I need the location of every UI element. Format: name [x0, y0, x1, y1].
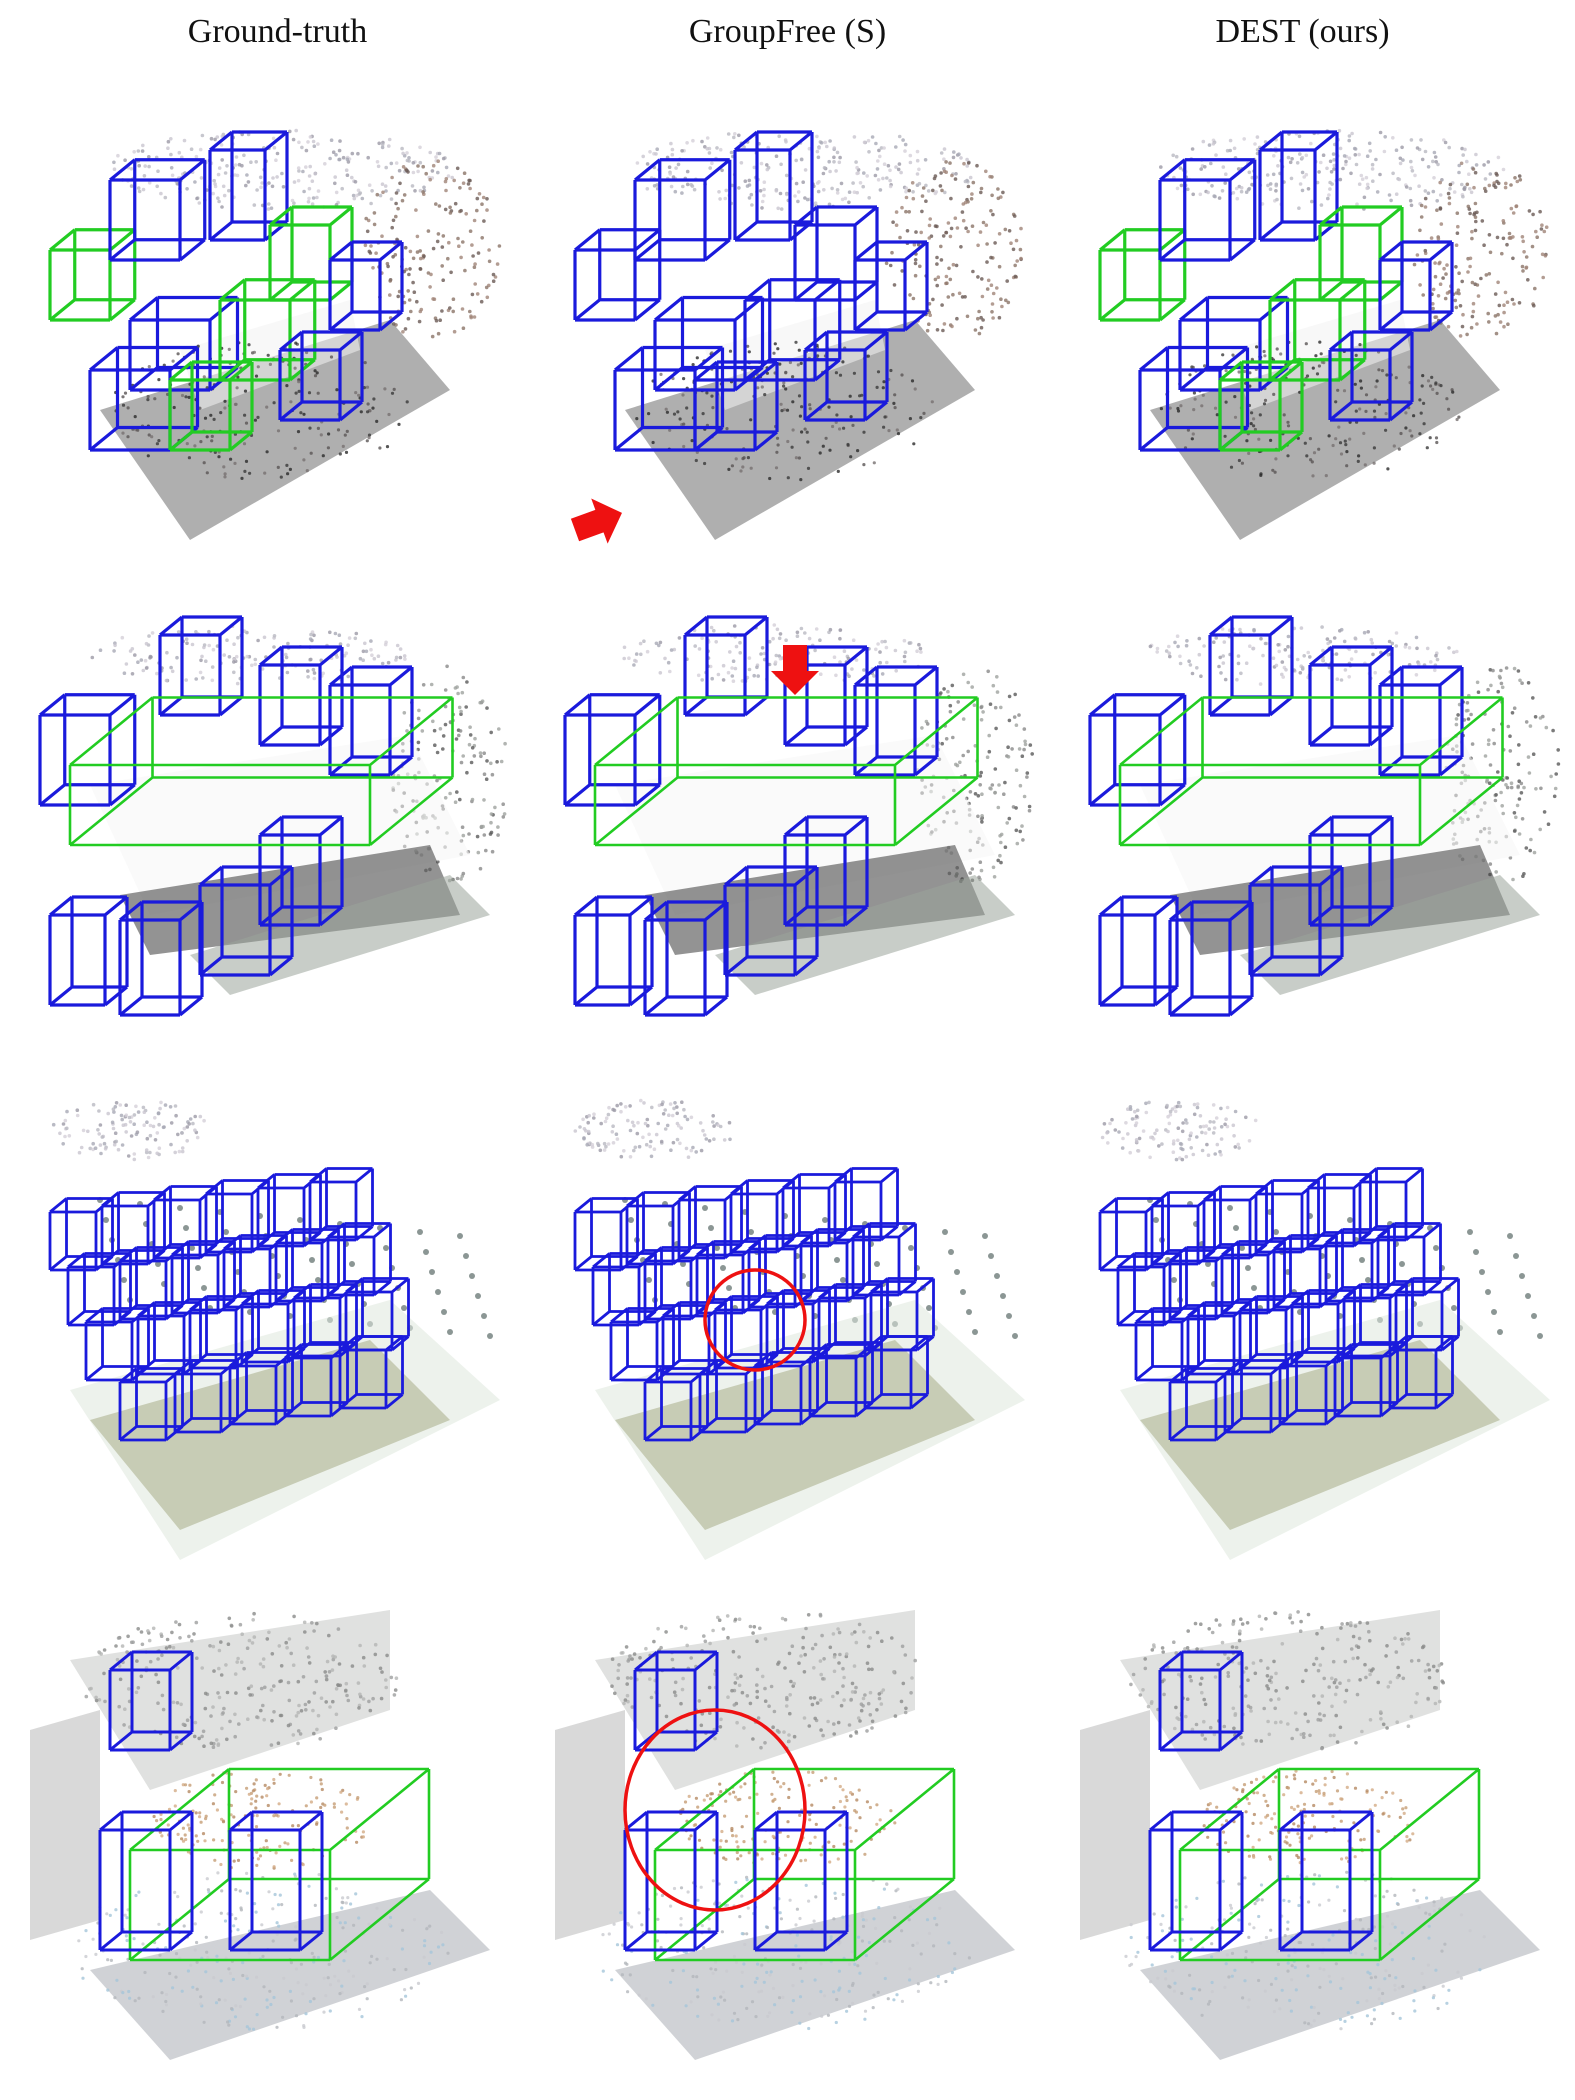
panel-classroom-chair-grid-0 [48, 1100, 500, 1560]
panel-room-with-table-and-chairs-1 [570, 130, 1023, 544]
highlight-arrow-icon [570, 498, 622, 544]
panel-conference-table-2 [1088, 615, 1561, 1017]
panel-conference-table-0 [38, 615, 507, 1017]
header-groupfree: GroupFree (S) [688, 13, 887, 50]
panel-classroom-chair-grid-2 [1098, 1100, 1550, 1560]
panel-table-with-chairs-1 [555, 1610, 1015, 2060]
panel-conference-table-1 [563, 615, 1034, 1017]
highlight-circle [623, 1708, 807, 1912]
header-ground-truth: Ground-truth [187, 13, 368, 50]
panel-room-with-table-and-chairs-0 [48, 128, 502, 540]
panel-table-with-chairs-2 [1080, 1610, 1540, 2060]
panel-classroom-chair-grid-1 [573, 1098, 1025, 1560]
panel-room-with-table-and-chairs-2 [1098, 128, 1549, 540]
highlight-arrow-icon [771, 645, 819, 695]
panel-table-with-chairs-0 [30, 1610, 490, 2060]
header-dest: DEST (ours) [1215, 13, 1390, 50]
highlight-circle [703, 1268, 807, 1372]
